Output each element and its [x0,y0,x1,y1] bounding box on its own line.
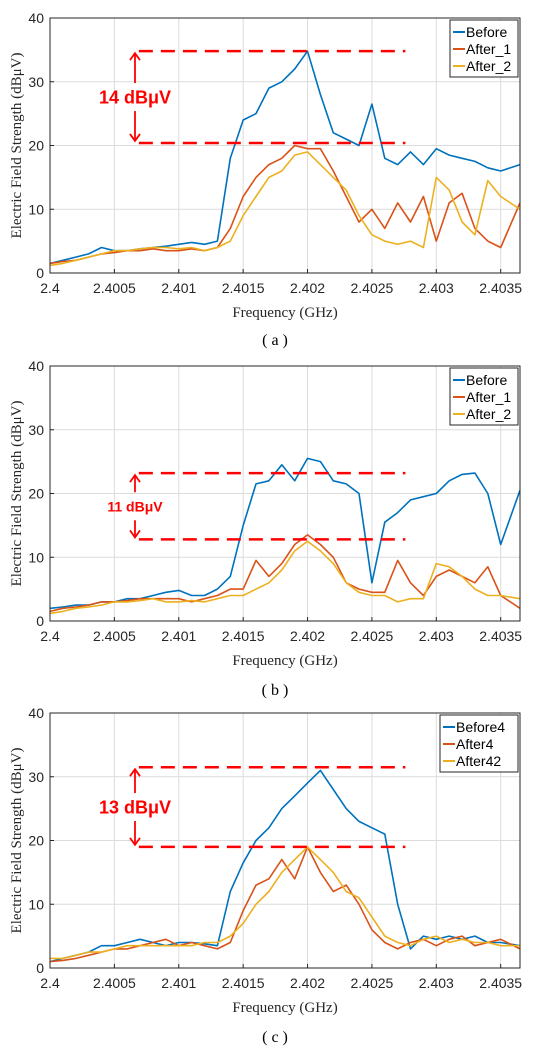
y-tick-label: 30 [28,74,44,90]
x-tick-label: 2.4 [40,975,60,991]
x-tick-label: 2.4 [40,280,60,296]
x-tick-label: 2.4025 [351,975,394,991]
panel-caption: ( b ) [262,682,289,699]
y-tick-label: 10 [28,201,44,217]
x-tick-label: 2.403 [419,975,454,991]
y-axis-label: Electric Field Strength (dBμV) [9,748,25,934]
y-axis-label: Electric Field Strength (dBμV) [9,53,25,239]
annotation-label: 14 dBμV [99,88,171,108]
legend-entry: Before [466,372,507,388]
series-line-2 [49,846,521,963]
x-tick-label: 2.4025 [351,280,394,296]
y-tick-label: 20 [28,138,44,154]
annotation-arrowhead-up [129,473,141,483]
y-tick-label: 40 [28,358,44,374]
annotation-label: 11 dBμV [107,498,163,514]
x-tick-label: 2.4005 [93,280,136,296]
legend-entry: After_2 [466,406,511,422]
series-line-3 [49,151,521,267]
y-tick-label: 40 [28,705,44,721]
y-tick-label: 40 [28,10,44,26]
y-tick-label: 20 [28,486,44,502]
x-tick-label: 2.4035 [479,280,522,296]
legend-entry: After4 [456,736,494,752]
chart-panel-3: 2.4 2.4005 2.401 2.4015 2.402 2.4025 2.403 2.40… [9,705,522,1046]
series-line-1 [49,457,521,610]
annotation-arrowhead-down [129,837,141,847]
annotation-label: 13 dBμV [99,798,171,818]
y-tick-label: 0 [36,613,44,629]
x-axis-label: Frequency (GHz) [232,653,337,669]
y-tick-label: 20 [28,833,44,849]
chart-panel-1: 2.4 2.4005 2.401 2.4015 2.402 2.4025 2.403 2.40… [9,10,522,349]
x-tick-label: 2.4035 [479,975,522,991]
x-tick-label: 2.4025 [351,628,394,644]
annotation-arrowhead-up [129,767,141,777]
x-tick-label: 2.4005 [93,975,136,991]
series-line-3 [49,540,521,615]
x-axis-label: Frequency (GHz) [232,305,337,321]
x-tick-label: 2.401 [161,280,196,296]
y-tick-label: 30 [28,769,44,785]
y-tick-label: 0 [36,265,44,281]
x-tick-label: 2.4015 [222,280,265,296]
series-line-1 [49,769,521,963]
x-tick-label: 2.402 [290,628,325,644]
series-line-3 [50,846,520,960]
legend-entry: Before4 [456,719,505,735]
y-tick-label: 10 [28,896,44,912]
x-tick-label: 2.4015 [222,975,265,991]
x-tick-label: 2.401 [161,628,196,644]
y-tick-label: 10 [28,549,44,565]
annotation-arrowhead-up [129,51,141,61]
panel-caption: ( c ) [262,1029,288,1046]
legend-entry: After_1 [466,389,511,405]
legend-entry: Before [466,24,507,40]
y-axis-label: Electric Field Strength (dBμV) [9,401,25,587]
x-tick-label: 2.4015 [222,628,265,644]
legend-entry: After_1 [466,41,511,57]
series-line-2 [49,534,521,613]
x-tick-label: 2.403 [419,628,454,644]
x-tick-label: 2.403 [419,280,454,296]
annotation-arrowhead-down [129,133,141,143]
x-tick-label: 2.402 [290,280,325,296]
x-tick-label: 2.402 [290,975,325,991]
y-tick-label: 30 [28,422,44,438]
panel-caption: ( a ) [262,332,288,349]
x-tick-label: 2.4005 [93,628,136,644]
x-axis-label: Frequency (GHz) [232,1000,337,1016]
x-tick-label: 2.4 [40,628,60,644]
legend-entry: After42 [456,753,501,769]
legend-entry: After_2 [466,58,511,74]
x-tick-label: 2.4035 [479,628,522,644]
x-tick-label: 2.401 [161,975,196,991]
y-tick-label: 0 [36,960,44,976]
annotation-arrowhead-down [129,529,141,539]
chart-panel-2: 2.4 2.4005 2.401 2.4015 2.402 2.4025 2.403 2.40… [9,358,522,699]
